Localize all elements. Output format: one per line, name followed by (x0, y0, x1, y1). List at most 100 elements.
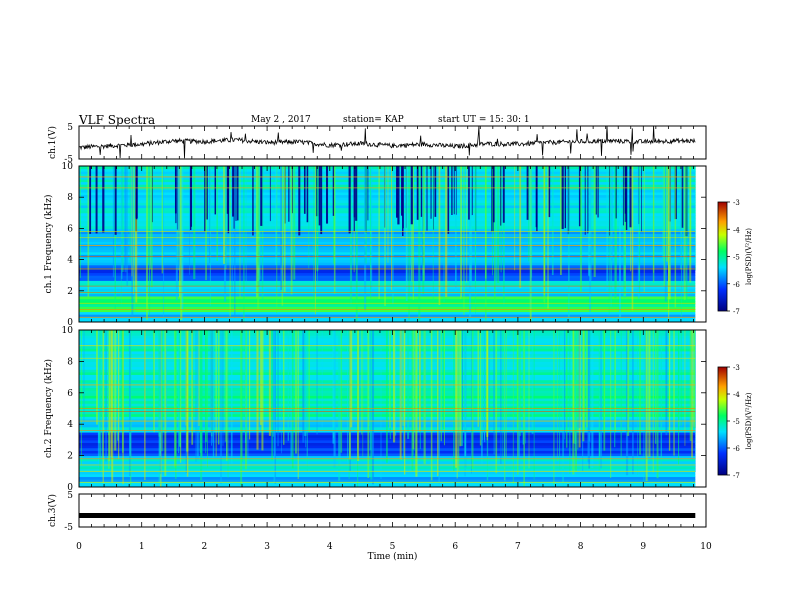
spectrum-streak (664, 166, 667, 302)
spectrum-streak (684, 330, 686, 446)
spectrum-streak (180, 330, 182, 463)
spectrum-streak (458, 330, 460, 471)
spectrum-streak (212, 330, 214, 443)
spectrum-streak (191, 330, 194, 445)
spectrum-streak (641, 166, 642, 232)
spectrum-streak (121, 166, 123, 279)
spectrum-streak (370, 166, 373, 292)
spectrum-streak (252, 166, 254, 236)
spectrum-streak (512, 330, 514, 484)
spectrum-streak (609, 166, 611, 236)
spectrum-streak (348, 330, 350, 479)
spectrum-streak (453, 330, 455, 471)
spectrum-streak (597, 166, 599, 218)
spectrum-streak (693, 330, 695, 427)
spectrum-streak (101, 330, 104, 475)
spectrum-streak (175, 166, 178, 301)
spectrum-streak (569, 330, 571, 474)
spectrum-streak (290, 330, 293, 459)
spectrum-streak (485, 166, 487, 321)
spectrum-streak (590, 166, 592, 281)
spectrum-streak (506, 330, 507, 458)
spectrum-streak (258, 166, 261, 280)
spectrum-streak (89, 166, 92, 234)
spectrum-streak (625, 330, 629, 476)
spectrum-streak (207, 330, 208, 468)
spectrum-streak (578, 330, 580, 429)
time-axis: 0 1 2 3 4 5 6 7 8 9 10 Time (min) (76, 542, 712, 562)
spectrum-streak (624, 166, 627, 214)
colorbar-tick-label: -3 (733, 364, 740, 372)
spectrum-band (79, 223, 696, 227)
spectrum-streak (695, 166, 697, 271)
ch1-spectrogram-panel: 0 2 4 6 8 10 ch.1 Frequency (kHz) (43, 162, 707, 328)
spectrum-streak (209, 166, 211, 264)
spectrum-streak (502, 166, 505, 223)
spectrum-streak (423, 330, 426, 465)
spectrum-streak (502, 330, 504, 461)
spectrum-streak (247, 330, 249, 473)
spectrum-streak (397, 166, 400, 225)
spectrum-streak (306, 166, 309, 223)
y-tick-label: 4 (67, 256, 73, 266)
spectrum-streak (80, 330, 82, 466)
spectrum-streak (281, 330, 282, 454)
spectrum-streak (326, 166, 329, 224)
x-tick-label: 5 (390, 542, 396, 552)
spectrum-streak (678, 330, 681, 427)
spectrum-streak (308, 166, 310, 269)
spectrum-streak (333, 166, 336, 294)
spectrum-streak (232, 166, 234, 217)
spectrum-streak (161, 166, 163, 274)
spectrum-streak (610, 166, 612, 307)
spectrum-streak (231, 166, 233, 293)
spectrum-streak (477, 330, 479, 427)
spectrum-streak (562, 330, 564, 486)
spectrum-streak (668, 330, 671, 451)
spectrum-streak (559, 330, 561, 470)
spectrum-band (79, 270, 696, 274)
spectrum-band (79, 481, 696, 485)
x-tick-label: 6 (452, 542, 458, 552)
spectrum-streak (680, 330, 682, 426)
spectrum-streak (656, 330, 659, 479)
spectrum-streak (283, 166, 286, 293)
spectrum-streak (150, 166, 153, 288)
y-tick-label: 8 (67, 357, 73, 367)
spectrum-band (79, 316, 696, 320)
spectrum-streak (469, 166, 472, 320)
spectrum-streak (95, 166, 98, 234)
spectrum-streak (402, 166, 404, 229)
spectrum-streak (280, 166, 283, 290)
spectrum-streak (241, 166, 243, 264)
spectrum-streak (620, 330, 622, 457)
spectrum-streak (243, 166, 245, 322)
spectrum-streak (517, 330, 519, 475)
spectrum-streak (459, 330, 462, 447)
ch1-voltage-panel: 5 -5 ch.1(V) (47, 123, 707, 165)
spectrum-band (79, 296, 696, 300)
spectrum-streak (256, 330, 259, 450)
spectrum-band (79, 298, 696, 302)
spectrum-streak (224, 330, 226, 442)
spectrum-streak (180, 166, 183, 321)
spectrum-streak (117, 330, 120, 459)
spectrum-streak (528, 330, 530, 469)
spectrum-band (79, 277, 696, 281)
spectrum-streak (603, 330, 605, 433)
spectrum-streak (227, 166, 230, 234)
spectrum-streak (175, 330, 177, 479)
spectrum-streak (483, 330, 486, 443)
spectrum-streak (631, 166, 634, 311)
spectrum-streak (215, 330, 217, 457)
spectrum-streak (647, 330, 649, 428)
spectrum-streak (153, 330, 155, 430)
spectrum-streak (275, 166, 277, 265)
spectrum-streak (145, 166, 149, 320)
spectrum-band (79, 176, 696, 180)
spectrum-streak (420, 166, 423, 217)
spectrum-streak (643, 330, 645, 481)
spectrum-streak (120, 166, 122, 306)
spectrum-band (79, 280, 696, 284)
